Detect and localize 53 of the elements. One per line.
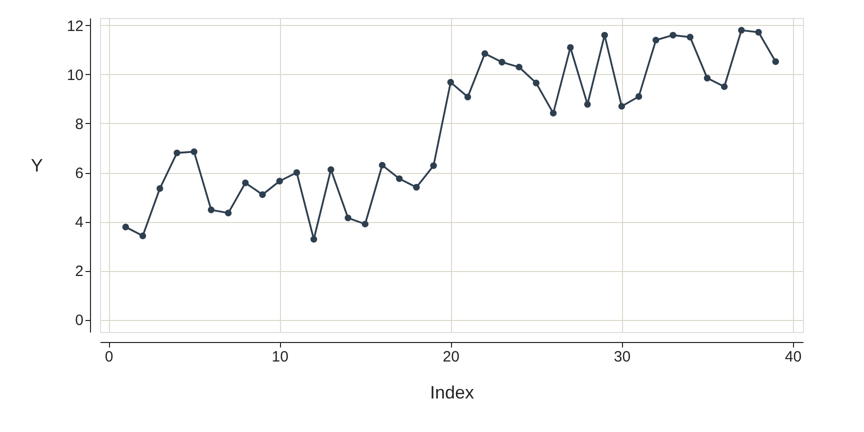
point [652, 36, 660, 44]
point [362, 220, 368, 228]
point [139, 232, 146, 240]
point [670, 32, 676, 39]
x-tick-label: 40 [784, 348, 802, 366]
point [704, 74, 711, 82]
point [344, 214, 352, 222]
point [430, 162, 437, 170]
x-axis-title: Index [430, 382, 474, 402]
point [686, 34, 694, 40]
point [584, 101, 591, 108]
point [618, 102, 626, 110]
point [567, 44, 574, 51]
point [122, 224, 130, 230]
point [224, 210, 232, 216]
point [447, 78, 454, 86]
y-tick-label: 4 [75, 214, 84, 232]
point [378, 162, 386, 169]
y-tick-label: 10 [66, 66, 84, 84]
point [635, 93, 642, 100]
point [328, 166, 334, 173]
point [498, 58, 506, 66]
point [755, 28, 762, 36]
y-tick-label: 12 [66, 18, 84, 35]
point [532, 80, 540, 86]
point [293, 169, 300, 176]
point [464, 94, 472, 100]
point [601, 32, 608, 39]
point [550, 110, 557, 117]
point [720, 83, 728, 90]
point [259, 191, 266, 198]
x-tick-label: 20 [442, 348, 460, 366]
point [190, 148, 198, 156]
y-axis-title: Y [30, 156, 43, 176]
x-tick-label: 10 [272, 348, 288, 366]
y-tick-label: 2 [75, 263, 84, 280]
point [242, 180, 249, 186]
point [396, 175, 403, 182]
x-tick-label: 30 [614, 348, 631, 366]
point [156, 185, 164, 192]
y-tick-label: 6 [75, 165, 84, 182]
point [208, 206, 215, 214]
point [310, 236, 318, 243]
point [174, 150, 180, 156]
x-tick-label: 0 [104, 348, 114, 366]
point [482, 50, 488, 57]
point [276, 178, 283, 184]
point [516, 64, 522, 70]
y-tick-label: 8 [75, 116, 84, 133]
point [738, 26, 745, 34]
y-tick-label: 0 [75, 312, 84, 330]
point [772, 58, 779, 66]
point [413, 184, 420, 191]
